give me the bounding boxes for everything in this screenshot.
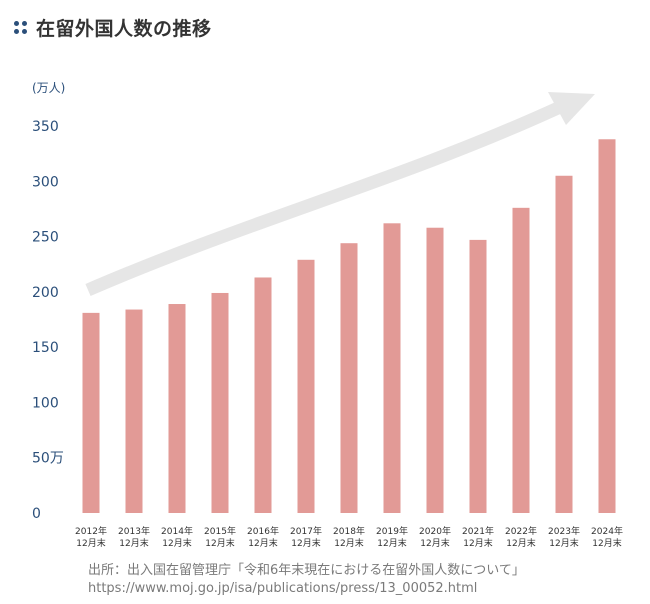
x-tick-label: 2019年 12月末: [376, 525, 408, 549]
x-tick-label-line: 2021年: [462, 525, 494, 537]
x-tick-label-line: 12月末: [291, 537, 320, 549]
source-line-2[interactable]: https://www.moj.go.jp/isa/publications/p…: [88, 581, 478, 596]
x-tick-label-line: 2024年: [591, 525, 623, 537]
bar: [254, 277, 272, 513]
x-tick-label: 2022年 12月末: [505, 525, 537, 549]
bar: [82, 312, 100, 513]
bar: [469, 239, 487, 514]
bar: [512, 207, 530, 513]
x-tick-label-line: 2013年: [118, 525, 150, 537]
trend-arrow: [85, 92, 595, 296]
bar: [340, 243, 358, 513]
y-tick-label: 0: [32, 506, 41, 522]
x-tick-label-line: 12月末: [463, 537, 492, 549]
bar: [297, 259, 315, 513]
x-tick-label-line: 2022年: [505, 525, 537, 537]
x-tick-label-line: 12月末: [248, 537, 277, 549]
x-tick-label-line: 12月末: [76, 537, 105, 549]
x-tick-label-line: 2015年: [204, 525, 236, 537]
x-tick-label-line: 12月末: [506, 537, 535, 549]
trend-arrow-head: [548, 92, 595, 125]
y-tick-label: 350: [32, 119, 59, 135]
chart-title: 在留外国人数の推移: [36, 17, 212, 40]
x-tick-label-line: 2014年: [161, 525, 193, 537]
x-tick-label-line: 12月末: [162, 537, 191, 549]
y-tick-label: 300: [32, 174, 59, 190]
bar: [211, 292, 229, 513]
y-tick-label: 250: [32, 230, 59, 246]
x-tick-label-line: 12月末: [334, 537, 363, 549]
x-tick-label: 2018年 12月末: [333, 525, 365, 549]
bar: [168, 304, 186, 513]
bar: [598, 139, 616, 514]
chart-header: 在留外国人数の推移: [14, 12, 212, 42]
x-tick-label-line: 2019年: [376, 525, 408, 537]
x-tick-label-line: 12月末: [420, 537, 449, 549]
x-tick-label-line: 12月末: [377, 537, 406, 549]
x-tick-label: 2023年 12月末: [548, 525, 580, 549]
x-tick-label: 2021年 12月末: [462, 525, 494, 549]
x-tick-label-line: 12月末: [592, 537, 621, 549]
x-tick-label-line: 12月末: [205, 537, 234, 549]
x-tick-label: 2020年 12月末: [419, 525, 451, 549]
x-tick-label-line: 2016年: [247, 525, 279, 537]
bar: [383, 223, 401, 513]
x-tick-label-line: 2018年: [333, 525, 365, 537]
x-tick-label: 2015年 12月末: [204, 525, 236, 549]
y-tick-label: 200: [32, 285, 59, 301]
y-axis-unit-label: (万人): [32, 81, 65, 95]
dots-grid-icon: [14, 20, 27, 34]
x-tick-label-line: 12月末: [549, 537, 578, 549]
x-tick-label-line: 2020年: [419, 525, 451, 537]
x-tick-label: 2024年 12月末: [591, 525, 623, 549]
x-tick-label: 2017年 12月末: [290, 525, 322, 549]
x-tick-label: 2013年 12月末: [118, 525, 150, 549]
trend-arrow-shaft: [85, 102, 561, 296]
x-tick-label-line: 2012年: [75, 525, 107, 537]
source-line-1: 出所：出入国在留管理庁「令和6年末現在における在留外国人数について」: [88, 563, 525, 578]
bar: [555, 175, 573, 513]
y-tick-label: 50万: [32, 451, 64, 467]
x-tick-label-line: 2017年: [290, 525, 322, 537]
y-tick-label: 150: [32, 340, 59, 356]
x-tick-label: 2014年 12月末: [161, 525, 193, 549]
x-tick-label-line: 2023年: [548, 525, 580, 537]
x-tick-label: 2012年 12月末: [75, 525, 107, 549]
bar: [125, 309, 143, 513]
x-tick-label: 2016年 12月末: [247, 525, 279, 549]
bar: [426, 227, 444, 513]
x-tick-label-line: 12月末: [119, 537, 148, 549]
source-note: 出所：出入国在留管理庁「令和6年末現在における在留外国人数について」 https…: [88, 562, 525, 598]
y-tick-label: 100: [32, 395, 59, 411]
